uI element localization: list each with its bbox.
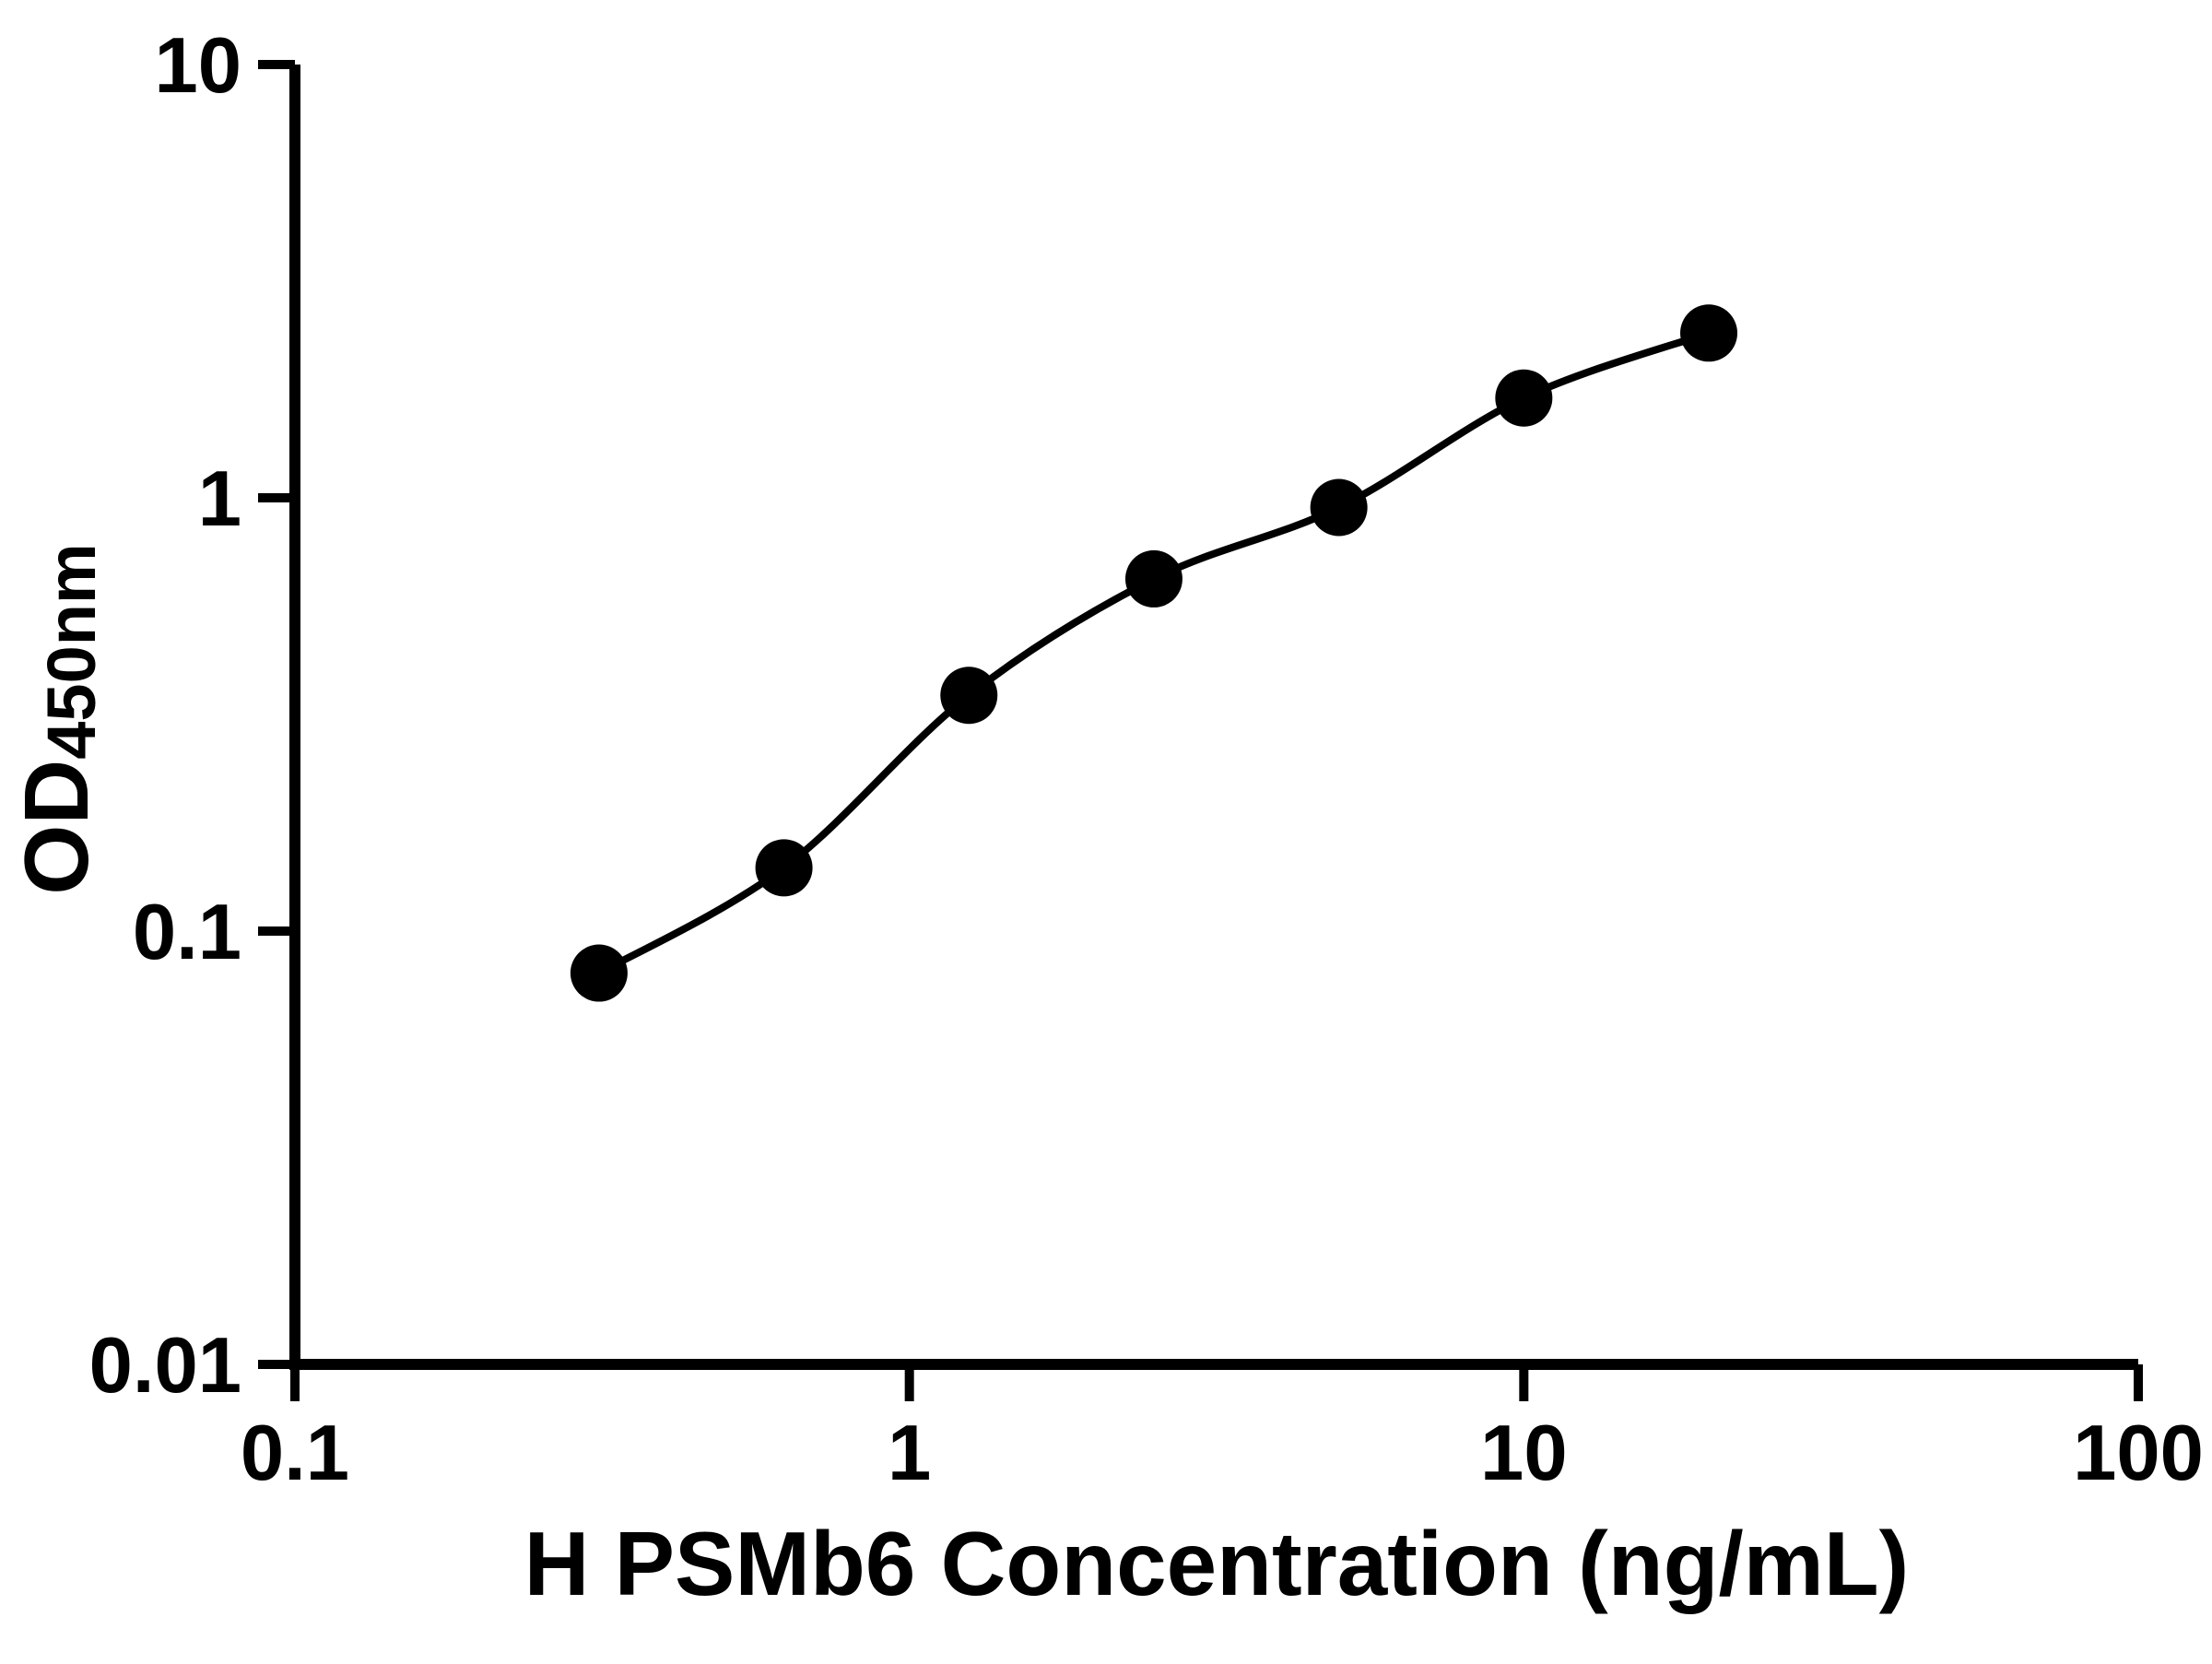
x-tick-label: 0.1: [241, 1410, 349, 1497]
data-point: [755, 839, 813, 897]
plot-axes: [289, 65, 2138, 1370]
data-point: [1680, 304, 1738, 362]
data-point: [940, 667, 998, 725]
y-tick-label: 0.01: [89, 1322, 241, 1410]
y-tick-label: 0.1: [133, 889, 241, 976]
y-axis-title: OD450nm: [6, 543, 110, 894]
x-tick-label: 1: [888, 1410, 931, 1497]
data-point: [570, 944, 628, 1002]
x-axis-title: H PSMb6 Concentration (ng/mL): [524, 1513, 1910, 1614]
data-point: [1310, 478, 1368, 537]
data-point: [1124, 549, 1182, 608]
data-point: [1495, 369, 1553, 427]
y-tick-label: 1: [198, 455, 241, 543]
x-tick-label: 10: [1480, 1410, 1568, 1497]
x-tick-label: 100: [2073, 1410, 2204, 1497]
y-tick-label: 10: [154, 22, 241, 110]
